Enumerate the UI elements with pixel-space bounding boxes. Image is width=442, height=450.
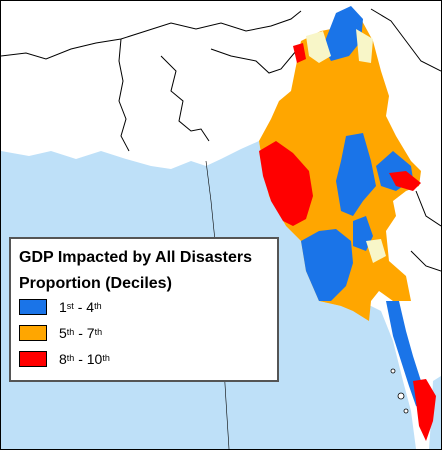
myanmar-regions (259, 6, 436, 441)
region-blue-central (336, 133, 376, 216)
legend-label-low: 1st - 4th (59, 299, 102, 315)
gulf-of-thailand (429, 376, 441, 449)
region-red-tail (413, 379, 436, 441)
legend-swatch-low (19, 299, 47, 315)
legend-box: GDP Impacted by All Disasters Proportion… (9, 237, 279, 382)
region-red-east (389, 171, 421, 191)
region-blue-north (323, 6, 363, 61)
legend-title: GDP Impacted by All Disasters (19, 249, 252, 266)
legend-swatch-mid (19, 325, 47, 341)
region-pale-north-east (356, 29, 373, 63)
region-blue-delta (301, 229, 353, 301)
region-red-west (259, 141, 313, 226)
region-pale-mid (366, 239, 386, 263)
region-red-north (293, 43, 306, 63)
legend-label-mid: 5th - 7th (59, 325, 103, 341)
region-pale-north (306, 31, 331, 63)
legend-swatch-high (19, 351, 47, 367)
legend-subtitle: Proportion (Deciles) (19, 275, 172, 292)
legend-label-high: 8th - 10th (59, 351, 110, 367)
islands (390, 368, 409, 414)
